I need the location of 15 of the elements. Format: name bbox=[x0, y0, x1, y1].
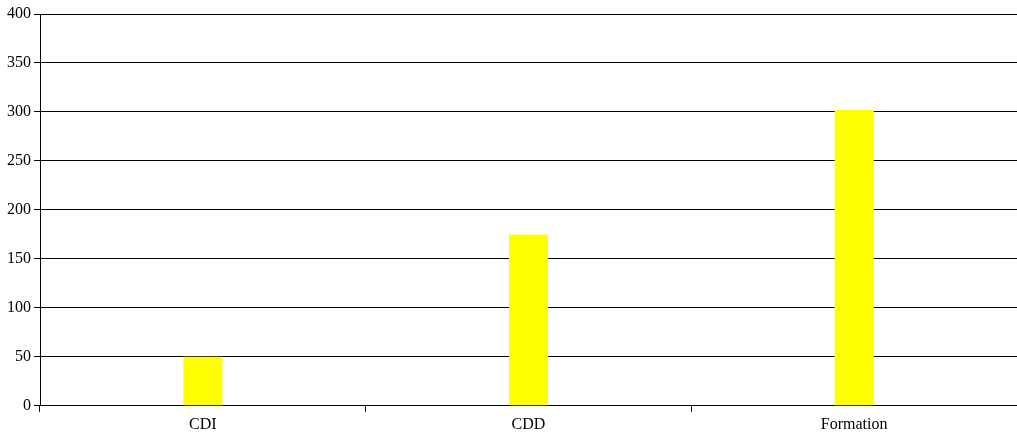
y-tick-label: 0 bbox=[23, 396, 31, 413]
y-tick-label: 300 bbox=[7, 102, 31, 120]
y-tick-label: 150 bbox=[7, 249, 31, 267]
x-tick-label: CDI bbox=[189, 414, 217, 432]
bar bbox=[508, 234, 549, 406]
x-tick-label: Formation bbox=[820, 414, 888, 432]
y-tick-label: 200 bbox=[7, 200, 31, 218]
bar bbox=[183, 356, 223, 406]
y-tick-label: 400 bbox=[7, 4, 31, 22]
y-tick-label: 100 bbox=[7, 298, 31, 316]
bar bbox=[834, 109, 874, 406]
y-tick-label: 50 bbox=[15, 347, 31, 365]
y-tick-label: 350 bbox=[7, 53, 31, 71]
y-tick-label: 250 bbox=[7, 151, 31, 169]
x-tick-label: CDD bbox=[511, 414, 546, 432]
